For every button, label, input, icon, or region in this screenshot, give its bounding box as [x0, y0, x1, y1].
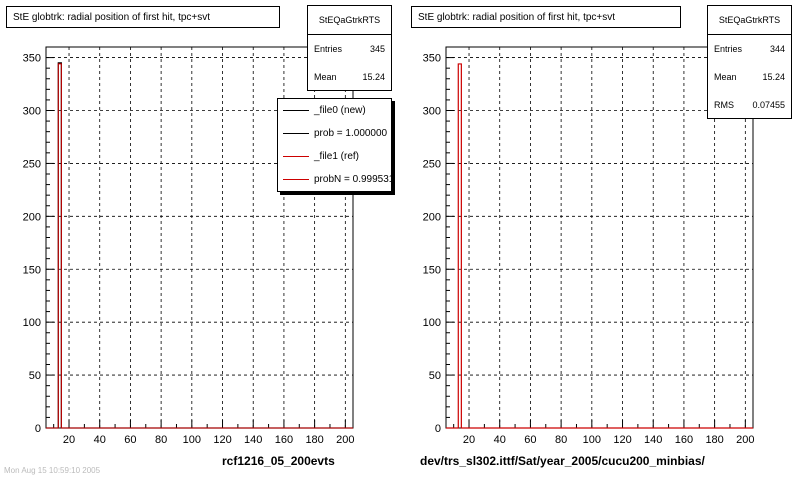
- x-tick-label: 100: [183, 434, 201, 446]
- legend-label: _file1 (ref): [314, 151, 360, 162]
- x-tick-label: 180: [705, 434, 723, 446]
- x-tick-label: 140: [644, 434, 662, 446]
- x-tick-label: 120: [213, 434, 231, 446]
- y-tick-label: 200: [23, 211, 41, 223]
- legend-item: _file1 (ref): [278, 145, 391, 168]
- y-tick-label: 150: [423, 264, 441, 276]
- y-tick-label: 50: [429, 370, 441, 382]
- timestamp-note: Mon Aug 15 10:59:10 2005: [4, 466, 101, 475]
- left-stats-value: 345: [369, 44, 385, 54]
- right-stats-row-mean: Mean 15.24: [708, 63, 791, 91]
- left-stats-row-mean: Mean 15.24: [308, 63, 391, 91]
- right-histogram-plot: 20 40 60 80 100 120 140 160 180 200 0 50 100 150 200 25…: [423, 46, 755, 446]
- legend-line-red: [283, 156, 309, 157]
- right-stats-value: 0.07455: [752, 100, 785, 110]
- y-tick-label: 350: [23, 53, 41, 65]
- left-stats-value: 15.24: [362, 72, 385, 82]
- x-tick-label: 80: [155, 434, 167, 446]
- left-histogram-panel: 20 40 60 80 100 120 140 160 180 200 0 50 100 150 200 25…: [6, 5, 392, 468]
- x-tick-label: 80: [555, 434, 567, 446]
- right-stats-label: Mean: [714, 72, 737, 82]
- histogram-series-1: [46, 63, 353, 429]
- right-stats-value: 344: [769, 44, 785, 54]
- y-tick-label: 250: [23, 158, 41, 170]
- y-tick-label: 350: [423, 53, 441, 65]
- y-tick-label: 100: [23, 317, 41, 329]
- histogram-series-0: [446, 63, 753, 429]
- legend-item: probN = 0.999531: [278, 168, 391, 191]
- left-histogram-title: StE globtrk: radial position of first hi…: [6, 6, 280, 28]
- right-stats-value: 15.24: [762, 72, 785, 82]
- x-tick-label: 120: [613, 434, 631, 446]
- x-tick-label: 200: [736, 434, 754, 446]
- y-tick-label: 50: [29, 370, 41, 382]
- x-tick-label: 200: [336, 434, 354, 446]
- right-stats-name: StEQaGtrkRTS: [708, 6, 791, 35]
- right-stats-box: StEQaGtrkRTS Entries 344 Mean 15.24 RMS …: [707, 5, 792, 119]
- left-stats-row-entries: Entries 345: [308, 35, 391, 63]
- legend-item: _file0 (new): [278, 99, 391, 122]
- legend-line-black: [283, 133, 309, 134]
- legend-item: prob = 1.000000: [278, 122, 391, 145]
- x-tick-label: 40: [94, 434, 106, 446]
- x-tick-label: 140: [244, 434, 262, 446]
- x-tick-label: 160: [275, 434, 293, 446]
- x-tick-label: 160: [675, 434, 693, 446]
- y-tick-label: 250: [423, 158, 441, 170]
- right-footer-label: dev/trs_sl302.ittf/Sat/year_2005/cucu200…: [420, 454, 705, 468]
- right-histogram-panel: 20 40 60 80 100 120 140 160 180 200 0 50 100 150 200 25…: [400, 0, 800, 480]
- y-tick-label: 200: [423, 211, 441, 223]
- legend-line-black: [283, 110, 309, 111]
- y-tick-label: 0: [35, 423, 41, 435]
- legend-line-red: [283, 179, 309, 180]
- y-tick-label: 300: [23, 106, 41, 118]
- left-legend-box: _file0 (new) prob = 1.000000 _file1 (ref…: [277, 98, 392, 192]
- y-tick-label: 100: [423, 317, 441, 329]
- right-stats-row-entries: Entries 344: [708, 35, 791, 63]
- right-stats-row-rms: RMS 0.07455: [708, 91, 791, 119]
- right-stats-label: RMS: [714, 100, 734, 110]
- right-histogram-title: StE globtrk: radial position of first hi…: [411, 6, 681, 28]
- x-tick-label: 100: [583, 434, 601, 446]
- x-tick-label: 60: [524, 434, 536, 446]
- y-tick-label: 0: [435, 423, 441, 435]
- left-stats-name: StEQaGtrkRTS: [308, 6, 391, 35]
- x-tick-label: 60: [124, 434, 136, 446]
- x-tick-label: 20: [63, 434, 75, 446]
- legend-label: prob = 1.000000: [314, 128, 388, 139]
- x-tick-label: 20: [463, 434, 475, 446]
- left-stats-label: Mean: [314, 72, 337, 82]
- legend-label: probN = 0.999531: [314, 174, 392, 185]
- y-tick-label: 300: [423, 106, 441, 118]
- left-footer-label: rcf1216_05_200evts: [222, 454, 335, 468]
- x-tick-label: 180: [305, 434, 323, 446]
- left-stats-box: StEQaGtrkRTS Entries 345 Mean 15.24: [307, 5, 392, 91]
- y-tick-label: 150: [23, 264, 41, 276]
- left-stats-label: Entries: [314, 44, 343, 54]
- x-tick-label: 40: [494, 434, 506, 446]
- right-stats-label: Entries: [714, 44, 743, 54]
- legend-label: _file0 (new): [314, 105, 366, 116]
